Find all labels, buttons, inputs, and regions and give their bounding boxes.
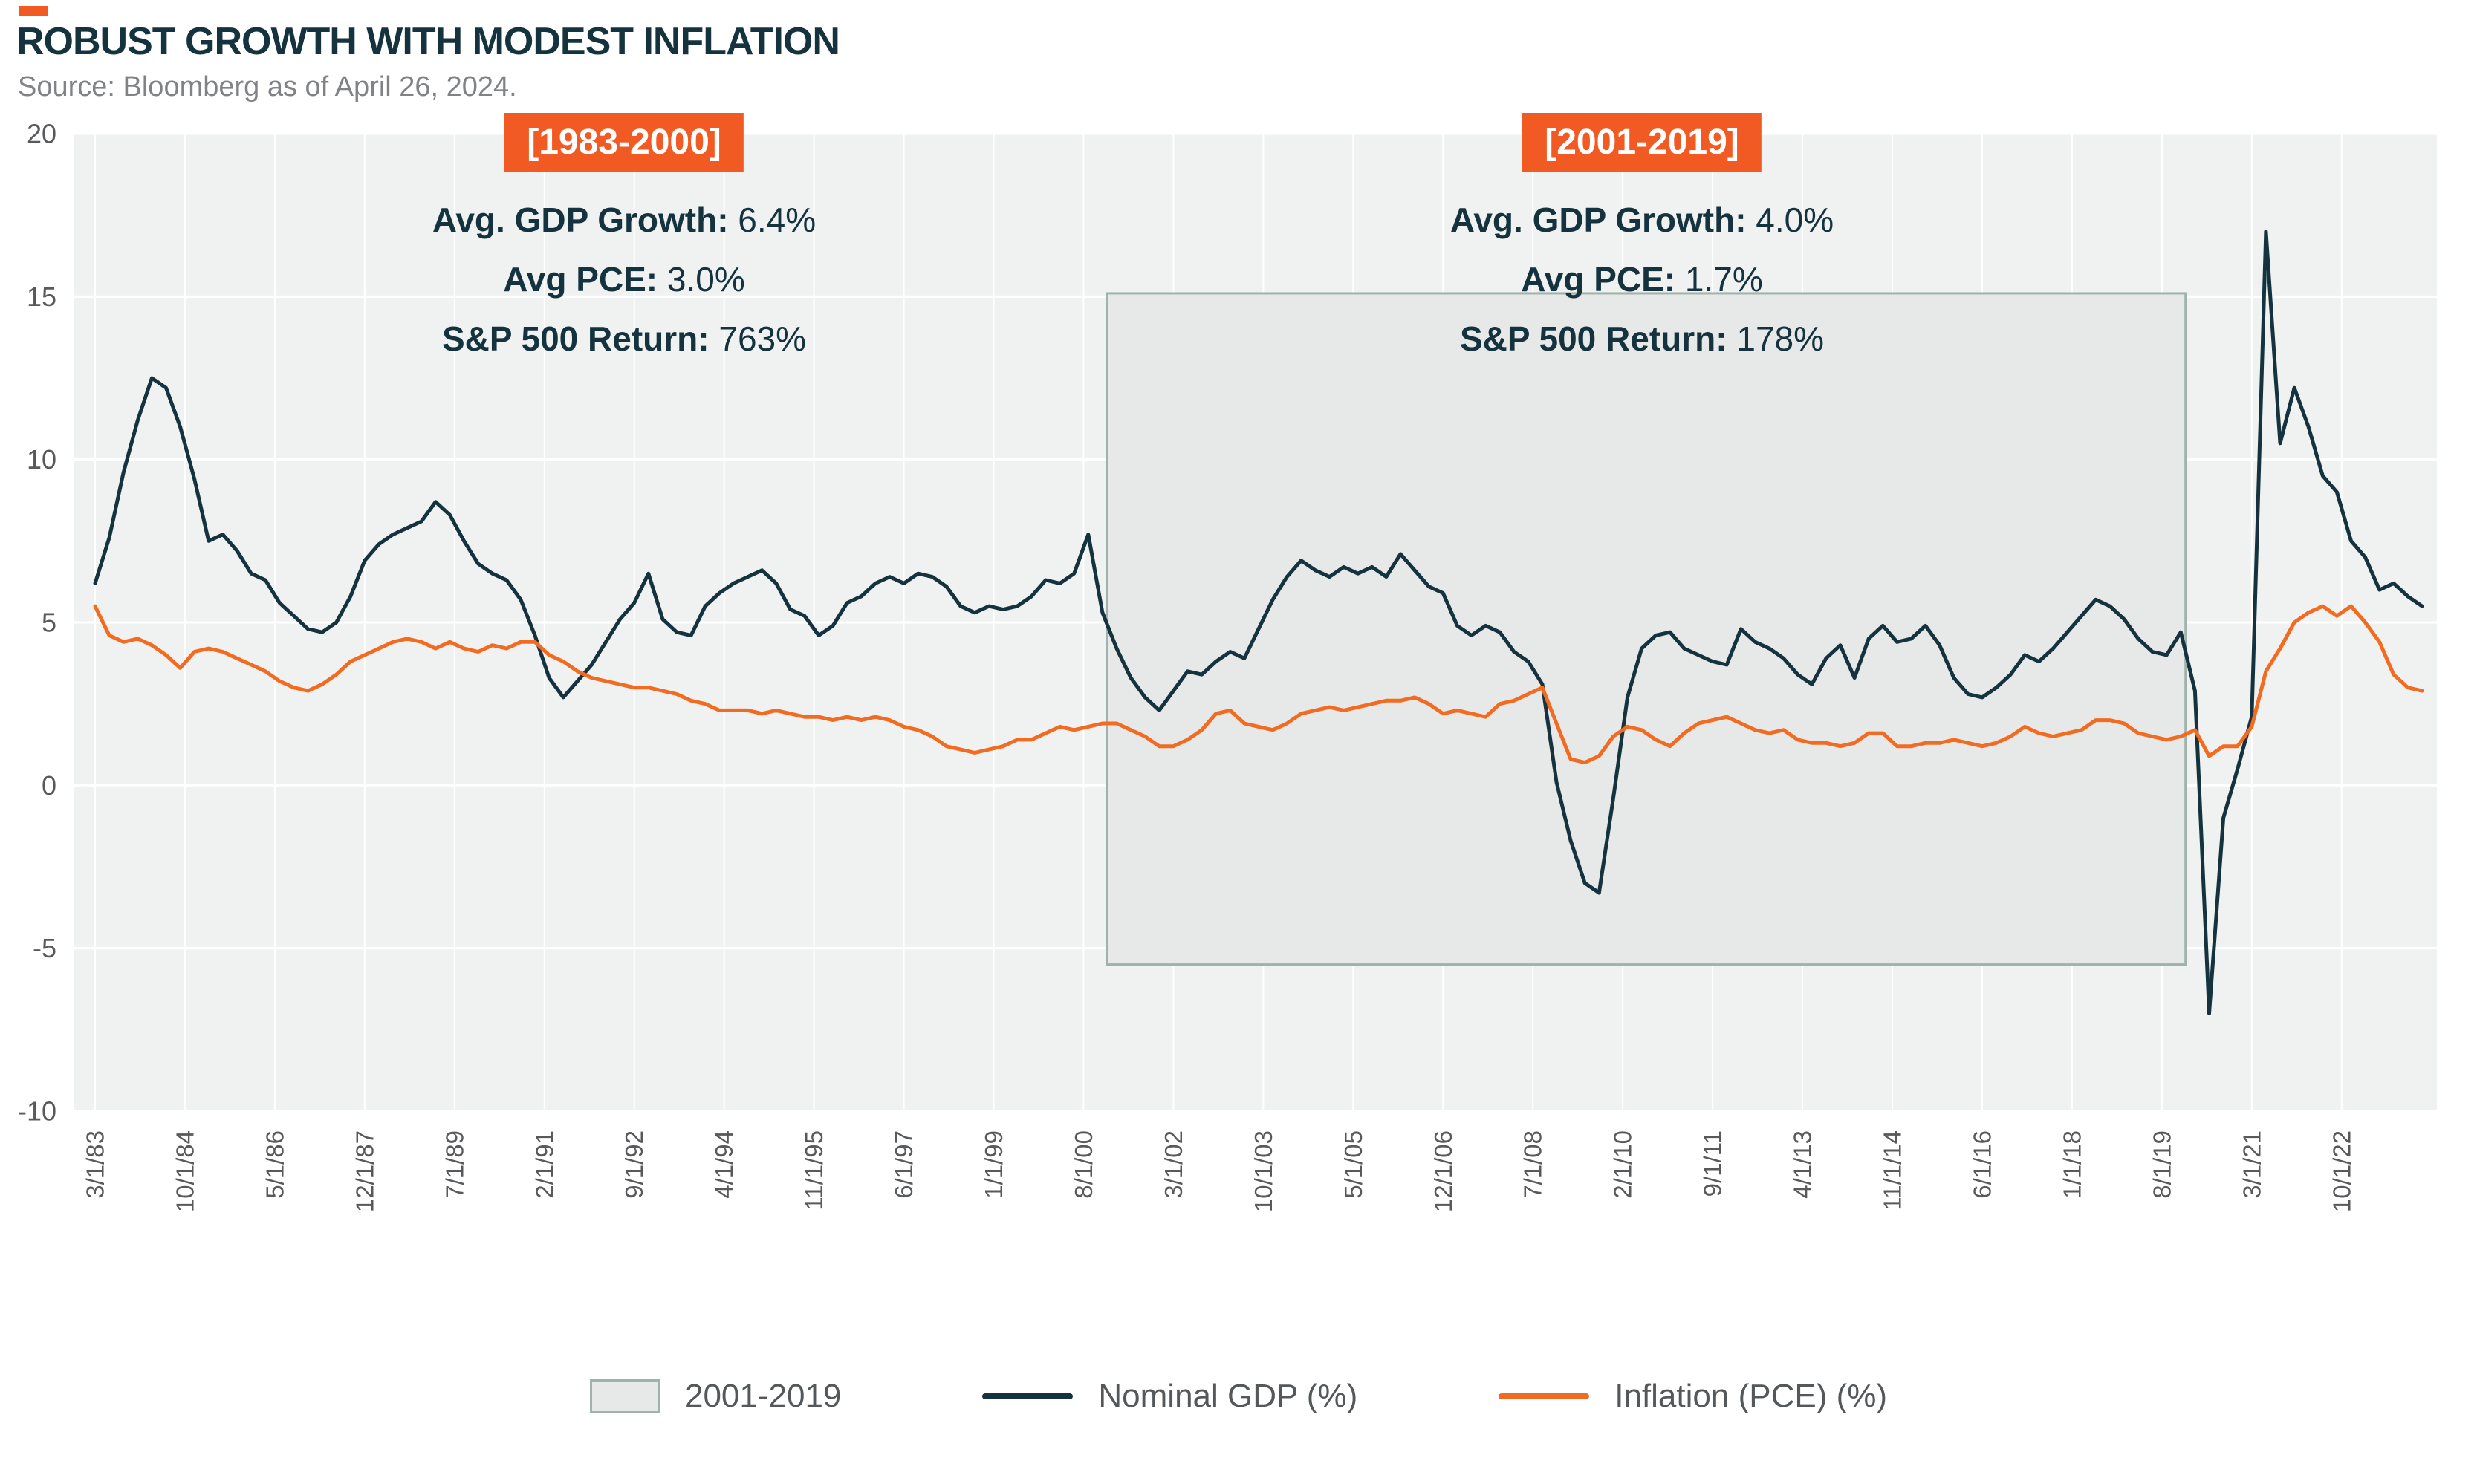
svg-text:12/1/06: 12/1/06 xyxy=(1429,1130,1457,1212)
svg-text:5: 5 xyxy=(42,608,56,638)
svg-text:5/1/86: 5/1/86 xyxy=(261,1130,288,1199)
svg-text:11/1/95: 11/1/95 xyxy=(800,1130,828,1211)
annotation-stat-gdp-growth: Avg. GDP Growth: 6.4% xyxy=(432,201,817,239)
svg-text:8/1/00: 8/1/00 xyxy=(1070,1130,1097,1199)
legend-label: Inflation (PCE) (%) xyxy=(1614,1378,1887,1414)
legend-label: 2001-2019 xyxy=(684,1378,842,1414)
svg-text:8/1/19: 8/1/19 xyxy=(2148,1130,2175,1199)
svg-text:12/1/87: 12/1/87 xyxy=(351,1130,378,1212)
svg-text:10/1/03: 10/1/03 xyxy=(1250,1130,1277,1212)
svg-text:3/1/21: 3/1/21 xyxy=(2238,1130,2265,1199)
annotation-stat-gdp-growth: Avg. GDP Growth: 4.0% xyxy=(1449,201,1834,239)
svg-text:9/1/92: 9/1/92 xyxy=(620,1130,648,1199)
pce-line-swatch xyxy=(1499,1393,1590,1399)
svg-text:10/1/22: 10/1/22 xyxy=(2328,1130,2355,1212)
svg-text:6/1/16: 6/1/16 xyxy=(1968,1130,1996,1199)
band-swatch xyxy=(589,1379,660,1413)
svg-text:7/1/89: 7/1/89 xyxy=(441,1130,468,1199)
svg-text:5/1/05: 5/1/05 xyxy=(1340,1130,1367,1199)
annotation-stat-pce: Avg PCE: 1.7% xyxy=(1521,260,1763,299)
annotation-stat-sp500: S&P 500 Return: 178% xyxy=(1459,319,1825,358)
legend-item-band: 2001-2019 xyxy=(589,1378,842,1415)
svg-text:10/1/84: 10/1/84 xyxy=(171,1130,198,1212)
svg-text:4/1/94: 4/1/94 xyxy=(710,1130,738,1199)
svg-text:4/1/13: 4/1/13 xyxy=(1789,1130,1817,1199)
svg-text:0: 0 xyxy=(42,770,56,801)
svg-text:11/1/14: 11/1/14 xyxy=(1879,1130,1906,1211)
legend-item-pce: Inflation (PCE) (%) xyxy=(1499,1378,1887,1415)
annotation-1983-2000: [1983-2000] Avg. GDP Growth: 6.4% Avg PC… xyxy=(432,113,816,359)
legend-label: Nominal GDP (%) xyxy=(1098,1378,1358,1414)
svg-text:3/1/83: 3/1/83 xyxy=(82,1130,109,1199)
page-title: ROBUST GROWTH WITH MODEST INFLATION xyxy=(16,20,840,63)
source-note: Source: Bloomberg as of April 26, 2024. xyxy=(18,71,517,102)
annotation-period-tag: [2001-2019] xyxy=(1522,113,1762,172)
legend: 2001-2019 Nominal GDP (%) Inflation (PCE… xyxy=(0,1378,2477,1415)
svg-text:3/1/02: 3/1/02 xyxy=(1160,1130,1187,1199)
svg-text:6/1/97: 6/1/97 xyxy=(890,1130,918,1199)
chart-area: 3/1/83 10/1/84 5/1/86 12/1/87 7/1/89 2/1/91 9/… xyxy=(0,104,2477,1240)
svg-text:20: 20 xyxy=(27,119,56,149)
annotation-stat-sp500: S&P 500 Return: 763% xyxy=(441,319,807,358)
legend-item-gdp: Nominal GDP (%) xyxy=(982,1378,1357,1415)
gdp-line-swatch xyxy=(982,1393,1074,1399)
svg-text:7/1/08: 7/1/08 xyxy=(1519,1130,1547,1199)
gdp-inflation-line-chart: 3/1/83 10/1/84 5/1/86 12/1/87 7/1/89 2/1/91 9/… xyxy=(18,119,2437,1212)
svg-text:-10: -10 xyxy=(18,1096,56,1127)
svg-text:2/1/10: 2/1/10 xyxy=(1609,1130,1637,1199)
svg-text:1/1/18: 1/1/18 xyxy=(2058,1130,2085,1199)
svg-text:2/1/91: 2/1/91 xyxy=(530,1130,558,1199)
svg-text:10: 10 xyxy=(27,444,56,475)
svg-text:-5: -5 xyxy=(33,933,56,963)
annotation-2001-2019: [2001-2019] Avg. GDP Growth: 4.0% Avg PC… xyxy=(1450,113,1834,359)
annotation-stat-pce: Avg PCE: 3.0% xyxy=(503,260,745,299)
svg-text:1/1/99: 1/1/99 xyxy=(980,1130,1007,1199)
svg-text:9/1/11: 9/1/11 xyxy=(1699,1130,1727,1197)
svg-text:15: 15 xyxy=(27,281,56,312)
brand-accent-bar xyxy=(19,6,48,16)
annotation-period-tag: [1983-2000] xyxy=(504,113,744,172)
